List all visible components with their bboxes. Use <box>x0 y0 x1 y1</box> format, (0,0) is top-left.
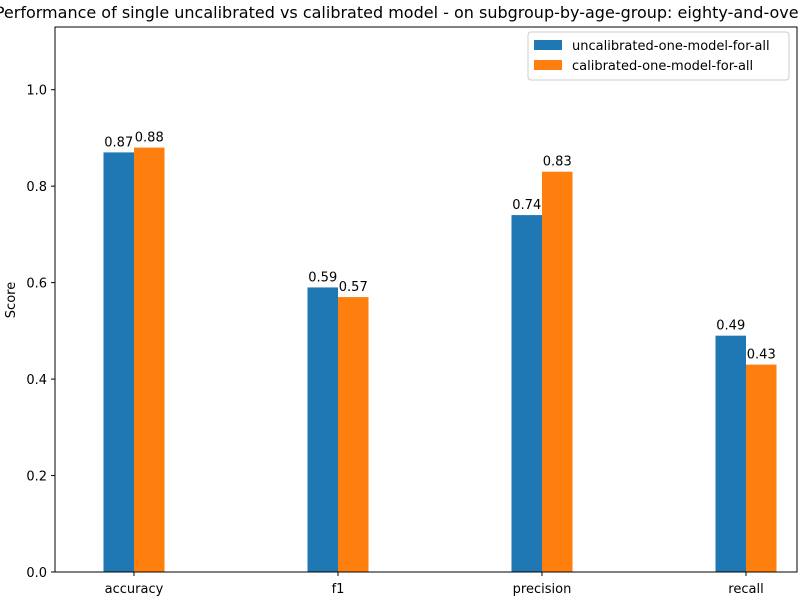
bar-uncalibrated-precision <box>511 215 542 572</box>
bars-group: 0.87 0.88 0.590.57 0.74 0.83 0.490.43 <box>103 131 777 573</box>
legend-swatch <box>534 60 562 70</box>
bar-calibrated-precision <box>542 171 573 573</box>
plot-frame <box>54 26 798 573</box>
y-axis-label: Score <box>4 282 19 318</box>
data-label: 0.43 <box>747 348 776 363</box>
legend-label: calibrated-one-model-for-all <box>572 59 753 74</box>
data-label: 0.87 <box>104 135 133 150</box>
bar-calibrated-recall <box>746 364 777 572</box>
y-tick-label: 0.6 <box>26 277 47 292</box>
data-label: 0.59 <box>308 270 337 285</box>
data-label: 0.57 <box>339 280 368 295</box>
data-label: 0.83 <box>543 155 572 170</box>
chart-title: Performance of single uncalibrated vs ca… <box>0 3 800 22</box>
x-tick-label: accuracy <box>105 582 164 597</box>
data-label: 0.88 <box>135 131 164 146</box>
x-tick-label: f1 <box>332 582 345 597</box>
legend-label: uncalibrated-one-model-for-all <box>572 39 770 54</box>
legend-box <box>527 31 790 81</box>
bar-uncalibrated-accuracy <box>103 152 134 572</box>
bar-uncalibrated-f1 <box>307 287 338 572</box>
bar-calibrated-f1 <box>338 297 369 572</box>
x-tick-label: precision <box>513 582 572 597</box>
bar-uncalibrated-recall <box>715 335 746 572</box>
y-tick-label: 0.4 <box>26 373 47 388</box>
legend: uncalibrated-one-model-for-all calibrated… <box>527 31 790 81</box>
y-tick-label: 1.0 <box>26 84 47 99</box>
legend-swatch <box>534 40 562 50</box>
ticks-group: accuracy f1 precision recall 0.0 0.2 0.4 0.6 0.8… <box>26 84 763 597</box>
data-label: 0.74 <box>512 198 541 213</box>
x-tick-label: recall <box>728 582 763 597</box>
bar-calibrated-accuracy <box>134 147 165 572</box>
y-tick-label: 0.2 <box>26 470 47 485</box>
data-label: 0.49 <box>716 319 745 334</box>
y-tick-label: 0.0 <box>26 566 47 581</box>
y-tick-label: 0.8 <box>26 180 47 195</box>
